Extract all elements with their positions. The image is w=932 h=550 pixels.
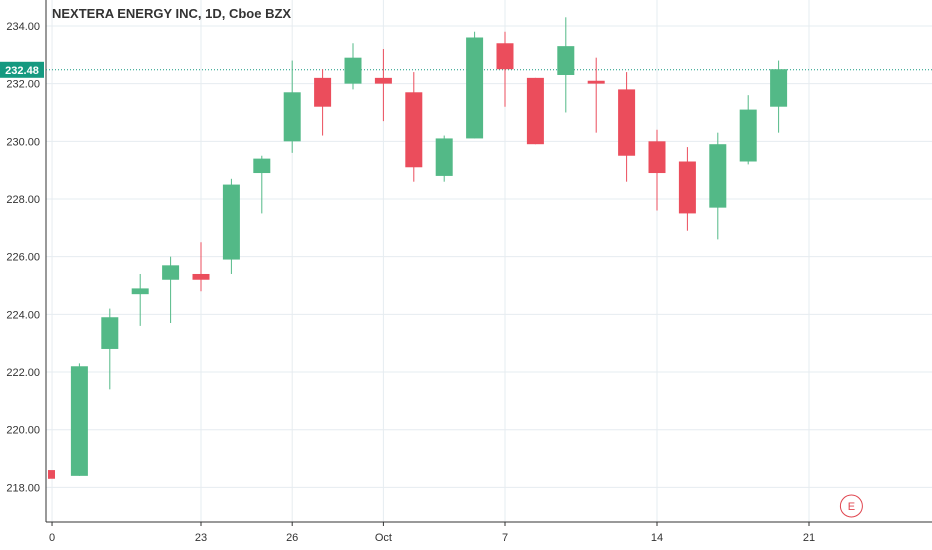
candle[interactable]	[48, 470, 55, 479]
candle-body	[131, 288, 149, 295]
candle-body	[709, 144, 727, 208]
y-tick-label: 222.00	[6, 367, 40, 379]
candle[interactable]	[192, 242, 210, 292]
candle[interactable]	[496, 31, 514, 107]
y-tick-label: 226.00	[6, 252, 40, 264]
last-price-line: 232.48	[0, 61, 932, 78]
candle-body	[405, 92, 423, 168]
candle[interactable]	[222, 178, 240, 274]
last-price-badge	[0, 61, 44, 78]
candle-body	[283, 92, 301, 142]
y-tick-label: 220.00	[6, 425, 40, 437]
candle-body	[678, 161, 696, 214]
y-axis: 218.00 220.00 222.00 224.00 226.00 228.00 230.…	[6, 0, 47, 522]
candle-body	[618, 89, 636, 156]
candle-body	[648, 141, 666, 174]
x-tick-label: 23	[195, 532, 207, 544]
x-tick-label: 21	[803, 532, 815, 544]
candle[interactable]	[374, 49, 392, 122]
y-tick-label: 232.00	[6, 79, 40, 91]
candle[interactable]	[709, 132, 727, 240]
candle-body	[435, 138, 453, 176]
x-axis: 0 23 26 Oct 7 14 21	[46, 521, 932, 544]
x-tick-label: 14	[651, 532, 663, 544]
candle[interactable]	[344, 43, 362, 90]
earnings-label: E	[848, 501, 855, 513]
x-tick-label: 0	[49, 532, 55, 544]
candle-body	[466, 37, 484, 139]
candle-body	[344, 57, 362, 84]
candle-body	[526, 77, 544, 145]
candle[interactable]	[131, 273, 149, 326]
last-price-label: 232.48	[5, 65, 39, 77]
candle[interactable]	[162, 256, 180, 324]
candle-body	[70, 366, 88, 476]
candle-body	[192, 273, 210, 280]
chart-title: NEXTERA ENERGY INC, 1D, Cboe BZX	[52, 6, 292, 21]
candle[interactable]	[739, 95, 757, 165]
candle-body	[770, 69, 788, 107]
candle-body	[253, 158, 271, 174]
earnings-marker[interactable]: E	[839, 494, 863, 518]
candle-body	[374, 77, 392, 84]
y-tick-label: 224.00	[6, 309, 40, 321]
candle-body	[496, 43, 514, 70]
candle[interactable]	[648, 129, 666, 211]
candles[interactable]	[48, 17, 788, 479]
candle[interactable]	[70, 363, 88, 476]
candle-body	[587, 80, 605, 84]
candle[interactable]	[405, 72, 423, 182]
y-tick-label: 234.00	[6, 21, 40, 33]
candle-body	[314, 77, 332, 107]
y-tick-label: 230.00	[6, 136, 40, 148]
candle[interactable]	[618, 72, 636, 182]
candle[interactable]	[678, 147, 696, 231]
candle[interactable]	[526, 77, 544, 145]
candle-body	[162, 265, 180, 280]
candle-body	[557, 46, 575, 75]
candle-body	[222, 184, 240, 260]
candle[interactable]	[314, 69, 332, 136]
candle[interactable]	[435, 135, 453, 182]
x-tick-label: 26	[286, 532, 298, 544]
candle[interactable]	[253, 155, 271, 214]
x-tick-label: Oct	[375, 532, 392, 544]
candle[interactable]	[101, 308, 119, 390]
candle-body	[739, 109, 757, 162]
candle[interactable]	[283, 60, 301, 153]
x-tick-label: 7	[502, 532, 508, 544]
candle[interactable]	[770, 60, 788, 133]
candle-body	[48, 470, 55, 479]
y-tick-label: 218.00	[6, 482, 40, 494]
candle[interactable]	[466, 31, 484, 139]
grid-lines	[46, 0, 932, 522]
candle-body	[101, 317, 119, 349]
earnings-circle[interactable]	[839, 494, 863, 518]
candle[interactable]	[587, 57, 605, 133]
candle[interactable]	[557, 17, 575, 113]
y-tick-label: 228.00	[6, 194, 40, 206]
